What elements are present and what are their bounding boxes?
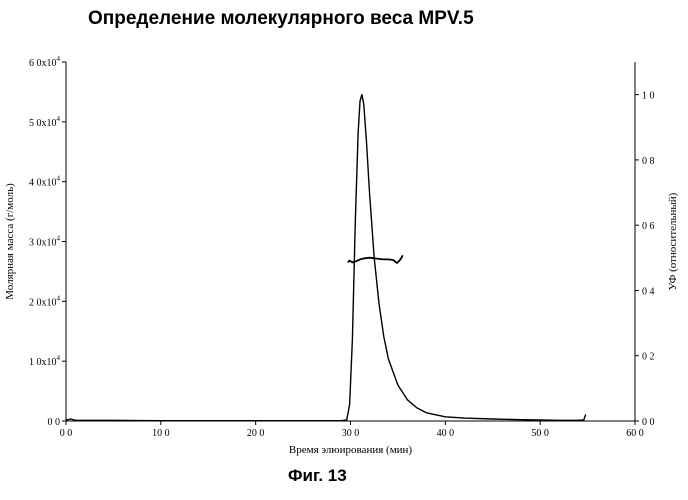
data-series <box>66 95 586 421</box>
y-tick-label: 1 0x104 <box>29 354 61 368</box>
chromatogram-chart: 0 0 10 0 20 0 30 0 40 0 50 0 60 0 0 0 1 0x104 2 … <box>0 0 688 460</box>
y-tick-label: 4 0x104 <box>29 175 61 189</box>
uv-signal-line <box>66 95 586 421</box>
y-tick-label: 6 0x104 <box>29 55 61 69</box>
y2-tick-label: 0 8 <box>642 156 655 167</box>
plot-frame <box>66 62 635 421</box>
y-tick-label: 3 0x104 <box>29 235 61 249</box>
figure-caption: Фиг. 13 <box>288 466 347 486</box>
x-tick-label: 30 0 <box>342 428 360 439</box>
x-tick-label: 50 0 <box>531 428 549 439</box>
y-axis-ticks: 0 0 1 0x104 2 0x104 3 0x104 4 0x104 5 0x104 6 … <box>29 55 66 428</box>
y-tick-label: 2 0x104 <box>29 294 61 308</box>
y2-tick-label: 0 4 <box>642 286 655 297</box>
y2-axis-label: УФ (относительный) <box>667 192 679 290</box>
x-tick-label: 0 0 <box>60 428 73 439</box>
x-axis-ticks: 0 0 10 0 20 0 30 0 40 0 50 0 60 0 <box>60 421 644 439</box>
y2-tick-label: 0 2 <box>642 352 655 363</box>
x-tick-label: 10 0 <box>152 428 170 439</box>
x-tick-label: 20 0 <box>247 428 265 439</box>
y-axis-label: Молярная масса (г/моль) <box>4 183 16 300</box>
y2-tick-label: 0 6 <box>642 221 655 232</box>
x-axis-label: Время элюирования (мин) <box>289 444 413 456</box>
y2-tick-label: 0 0 <box>642 417 655 428</box>
y2-axis-ticks: 0 0 0 2 0 4 0 6 0 8 1 0 <box>635 91 655 428</box>
y2-tick-label: 1 0 <box>642 91 655 102</box>
y-tick-label: 5 0x104 <box>29 115 61 129</box>
y-tick-label: 0 0 <box>48 417 61 428</box>
x-tick-label: 40 0 <box>437 428 455 439</box>
x-tick-label: 60 0 <box>626 428 644 439</box>
